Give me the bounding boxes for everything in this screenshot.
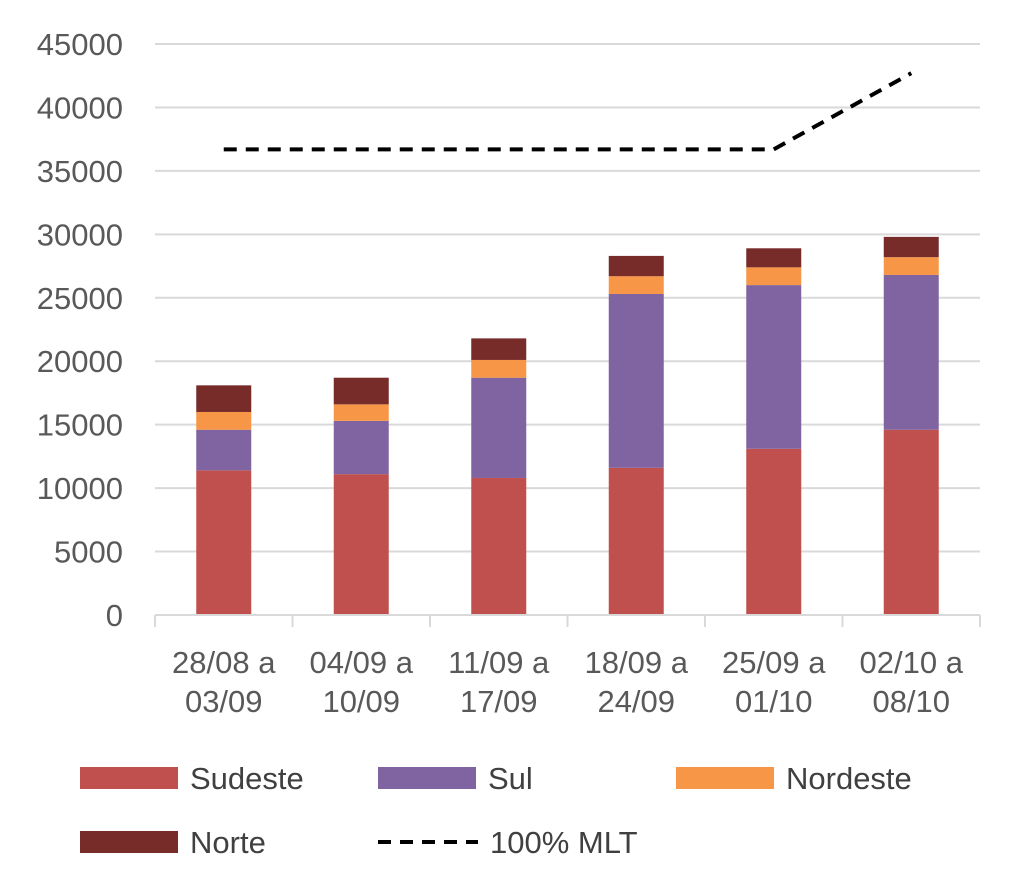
bar-sudeste-2	[471, 477, 527, 615]
x-tick-label-line2: 10/09	[322, 684, 400, 719]
y-tick-label: 30000	[37, 217, 123, 252]
bar-norte-0	[196, 385, 252, 412]
x-tick-label-line1: 04/09 a	[310, 645, 414, 680]
bar-sudeste-3	[608, 467, 664, 615]
y-tick-label: 40000	[37, 90, 123, 125]
line-100-mlt	[223, 71, 913, 152]
bar-norte-3	[608, 255, 664, 277]
bar-sudeste-1	[333, 474, 389, 615]
x-tick-label-line2: 03/09	[185, 684, 263, 719]
gridlines	[155, 43, 980, 553]
y-tick-label: 15000	[37, 408, 123, 443]
y-tick-label: 25000	[37, 281, 123, 316]
x-tick-label-line1: 02/10 a	[860, 645, 964, 680]
bar-sudeste-0	[196, 470, 252, 615]
y-tick-label: 45000	[37, 27, 123, 62]
legend-label-norte: Norte	[190, 825, 266, 860]
x-tick-label-line2: 08/10	[872, 684, 950, 719]
bar-sul-0	[196, 429, 252, 471]
bar-sudeste-4	[746, 448, 802, 615]
x-tick-label-line2: 17/09	[460, 684, 538, 719]
bar-sul-1	[333, 420, 389, 475]
legend-label-sul: Sul	[488, 761, 533, 796]
bar-sul-3	[608, 293, 664, 468]
bar-norte-1	[333, 377, 389, 405]
x-tick-label-line1: 25/09 a	[722, 645, 826, 680]
legend: Sudeste Sul Nordeste Norte 100% MLT	[80, 761, 912, 860]
y-tick-label: 0	[106, 598, 123, 633]
bar-norte-4	[746, 248, 802, 268]
bar-norte-5	[883, 236, 939, 258]
bar-nordeste-3	[608, 276, 664, 294]
bar-sul-5	[883, 274, 939, 430]
mlt-line	[223, 71, 913, 152]
bar-nordeste-2	[471, 359, 527, 378]
x-tick-label-line2: 24/09	[597, 684, 675, 719]
bar-sul-4	[746, 285, 802, 449]
bar-norte-2	[471, 338, 527, 360]
legend-swatch-sudeste	[80, 767, 178, 789]
legend-label-sudeste: Sudeste	[190, 761, 304, 796]
legend-swatch-nordeste	[676, 767, 774, 789]
bars	[196, 236, 939, 615]
x-tick-label-line1: 18/09 a	[585, 645, 689, 680]
legend-swatch-norte	[80, 831, 178, 853]
bar-sul-2	[471, 377, 527, 478]
y-tick-label: 35000	[37, 154, 123, 189]
bar-nordeste-1	[333, 404, 389, 421]
x-tick-label-line2: 01/10	[735, 684, 813, 719]
bar-sudeste-5	[883, 429, 939, 615]
x-tick-labels: 28/08 a 03/09 04/09 a 10/09 11/09 a 17/09 18/0…	[172, 645, 964, 719]
y-tick-label: 5000	[54, 535, 123, 570]
legend-label-100-mlt: 100% MLT	[490, 825, 638, 860]
y-tick-label: 20000	[37, 344, 123, 379]
legend-swatch-sul	[378, 767, 476, 789]
bar-nordeste-4	[746, 267, 802, 286]
y-tick-labels: 0 5000 10000 15000 20000 25000 30000 35000 40000…	[37, 27, 123, 633]
x-tick-label-line1: 11/09 a	[448, 645, 550, 680]
legend-label-nordeste: Nordeste	[786, 761, 912, 796]
x-tick-label-line1: 28/08 a	[172, 645, 276, 680]
x-axis	[154, 614, 981, 627]
y-tick-label: 10000	[37, 471, 123, 506]
bar-nordeste-0	[196, 411, 252, 430]
bar-nordeste-5	[883, 257, 939, 275]
